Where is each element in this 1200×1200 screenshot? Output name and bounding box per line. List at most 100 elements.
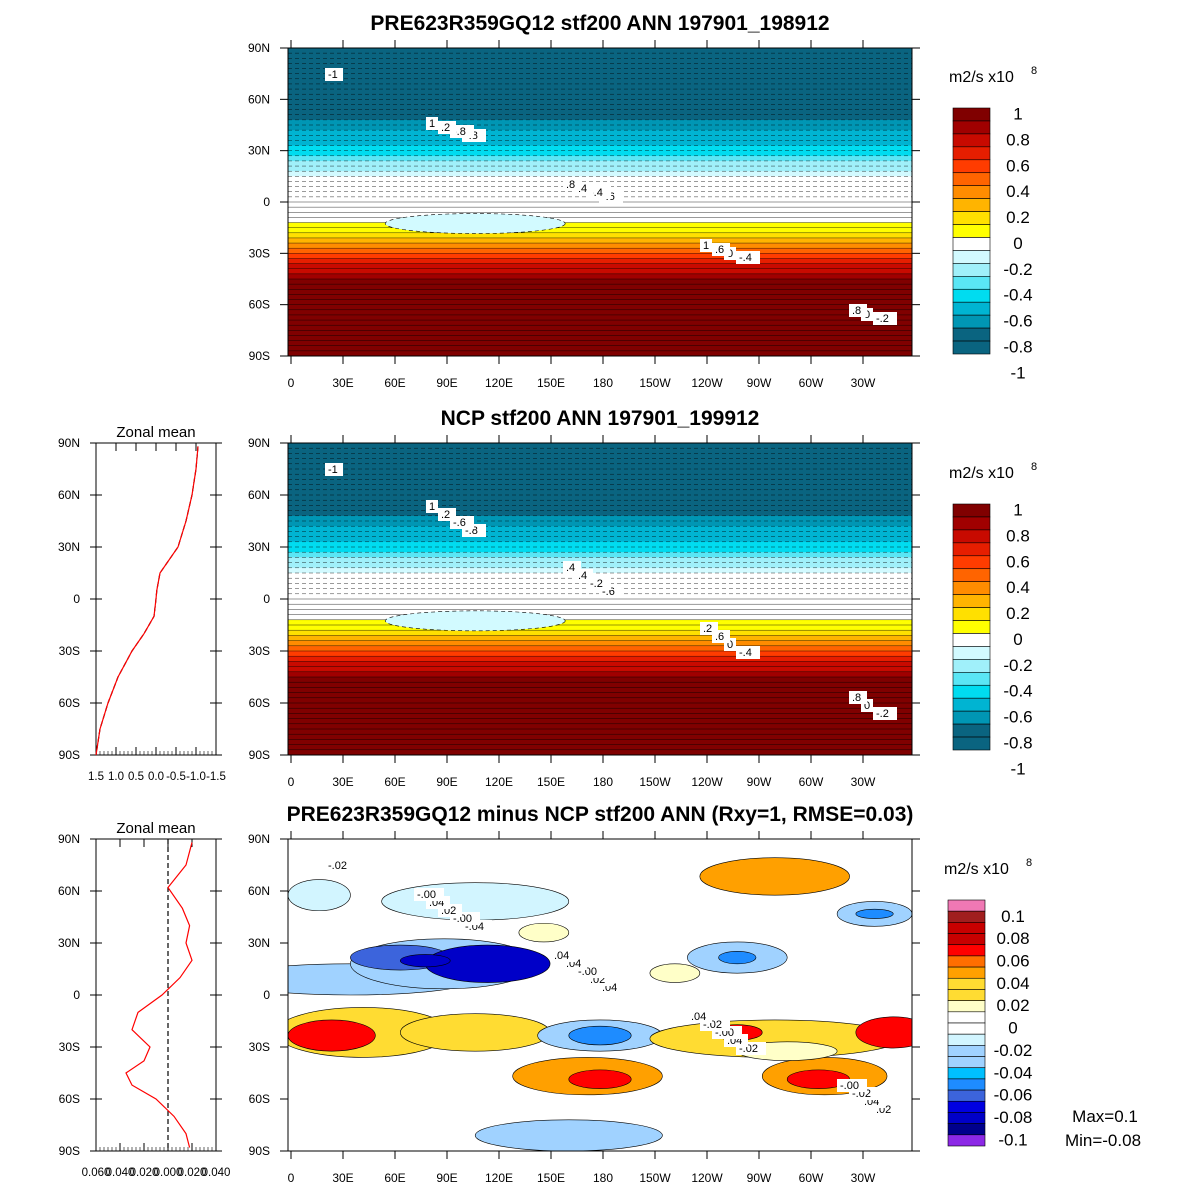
lat-label: 30S [249, 246, 270, 260]
x-tick-label: -0.5 [166, 771, 186, 783]
anomaly-contour [699, 857, 850, 896]
contour-region [384, 213, 566, 234]
colorbar-label: 0.02 [996, 996, 1029, 1015]
map-panel-2: PRE623R359GQ12 minus NCP stf200 ANN (Rxy… [248, 803, 1141, 1185]
lat-label: 90S [249, 748, 270, 762]
colorbar-label: 0.06 [996, 952, 1029, 971]
zonal-mean-title: Zonal mean [116, 424, 195, 441]
contour-label: -.4 [739, 252, 752, 264]
map-title: NCP stf200 ANN 197901_199912 [441, 407, 760, 430]
x-tick-label: 0.000 [154, 1167, 183, 1179]
field-band [288, 304, 912, 311]
field-band [288, 227, 912, 234]
field-band [288, 526, 912, 532]
anomaly-contour [288, 1019, 376, 1052]
colorbar-swatch [952, 659, 991, 673]
field-band [288, 479, 912, 486]
colorbar-swatch [952, 607, 991, 621]
contour-label: .2 [441, 509, 450, 521]
colorbar: m2/s x10 8 1 0.8 0.6 0.4 0.2 0 -0.2 -0.4 -0.6 -0.8 -… [949, 65, 1037, 382]
colorbar-swatch [947, 899, 986, 912]
anomaly-contour [518, 922, 570, 943]
contour-label: .2 [703, 623, 712, 635]
contour-label: 1 [429, 118, 435, 130]
colorbar-swatch [952, 224, 991, 238]
lat-label: 30S [249, 1040, 270, 1054]
field-band [288, 320, 912, 326]
field-band [288, 109, 912, 116]
colorbar-label: -0.1 [998, 1130, 1027, 1149]
lat-label: 60S [249, 298, 270, 312]
lat-label: 60S [59, 696, 80, 710]
lon-label: 30E [332, 1171, 353, 1185]
field-band [288, 176, 912, 183]
contour-label: -.2 [876, 313, 889, 325]
lon-label: 150W [639, 376, 671, 390]
x-tick-label: 0.040 [202, 1167, 231, 1179]
x-tick-label: 0.0 [148, 771, 164, 783]
contour-label: 0 [864, 700, 870, 712]
contour-label: -.6 [453, 517, 466, 529]
colorbar-swatch [947, 944, 986, 957]
colorbar-swatch [952, 288, 991, 303]
lat-label: 30N [248, 540, 270, 554]
lon-label: 90W [747, 376, 772, 390]
lon-label: 120W [691, 1171, 723, 1185]
colorbar-swatch [952, 542, 991, 557]
field-band [288, 547, 912, 553]
contour-label-bg [325, 68, 343, 81]
field-band [288, 734, 912, 740]
lon-label: 60W [799, 775, 824, 789]
field-band [288, 53, 912, 59]
lon-label: 0 [288, 1171, 295, 1185]
field-band [288, 671, 912, 678]
colorbar-swatch [947, 1011, 986, 1024]
colorbar-swatch [952, 327, 991, 342]
field-band [288, 232, 912, 239]
lat-label: 90S [59, 1144, 80, 1158]
colorbar-swatch [952, 697, 991, 712]
field-band [288, 619, 912, 626]
lon-label: 120E [485, 1171, 513, 1185]
lon-label: 0 [288, 376, 295, 390]
lat-label: 30N [58, 540, 80, 554]
lat-label: 60N [58, 488, 80, 502]
field-band [288, 140, 912, 147]
lon-label: 0 [288, 775, 295, 789]
lat-label: 0 [73, 988, 80, 1002]
contour-label: -.2 [876, 708, 889, 720]
field-band [288, 443, 912, 449]
lat-label: 90S [249, 1144, 270, 1158]
zonal-frame [95, 838, 217, 1152]
colorbar-label: 1 [1013, 104, 1022, 123]
colorbar-label: -0.2 [1003, 260, 1032, 279]
field-band [288, 651, 912, 657]
colorbar-swatch [952, 211, 991, 225]
anomaly-contour [718, 951, 757, 965]
field-band [288, 73, 912, 80]
colorbar-units-exponent: 8 [1031, 65, 1037, 77]
field-band [288, 68, 912, 75]
field-band [288, 510, 912, 517]
colorbar-label: 0 [1008, 1019, 1017, 1038]
map-field [288, 443, 912, 755]
field-band [288, 330, 912, 337]
field-band [288, 145, 912, 152]
field-band [288, 335, 912, 342]
lon-label: 180 [593, 775, 613, 789]
colorbar-label: -0.4 [1003, 682, 1032, 701]
colorbar-label: 0 [1013, 630, 1022, 649]
max-stat: Max=0.1 [1072, 1107, 1138, 1126]
field-band [288, 687, 912, 694]
colorbar-swatch [947, 1100, 986, 1113]
colorbar-units: m2/s x10 [949, 69, 1014, 86]
colorbar-label: -1 [1010, 759, 1025, 778]
x-tick-label: 0.5 [128, 771, 144, 783]
field-band [288, 661, 912, 668]
lon-label: 150W [639, 1171, 671, 1185]
min-stat: Min=-0.08 [1065, 1131, 1141, 1150]
contour-label-bg [438, 508, 456, 521]
colorbar-label: -0.2 [1003, 656, 1032, 675]
contour-label: .4 [578, 570, 587, 582]
zonal-series-obs [95, 446, 199, 756]
